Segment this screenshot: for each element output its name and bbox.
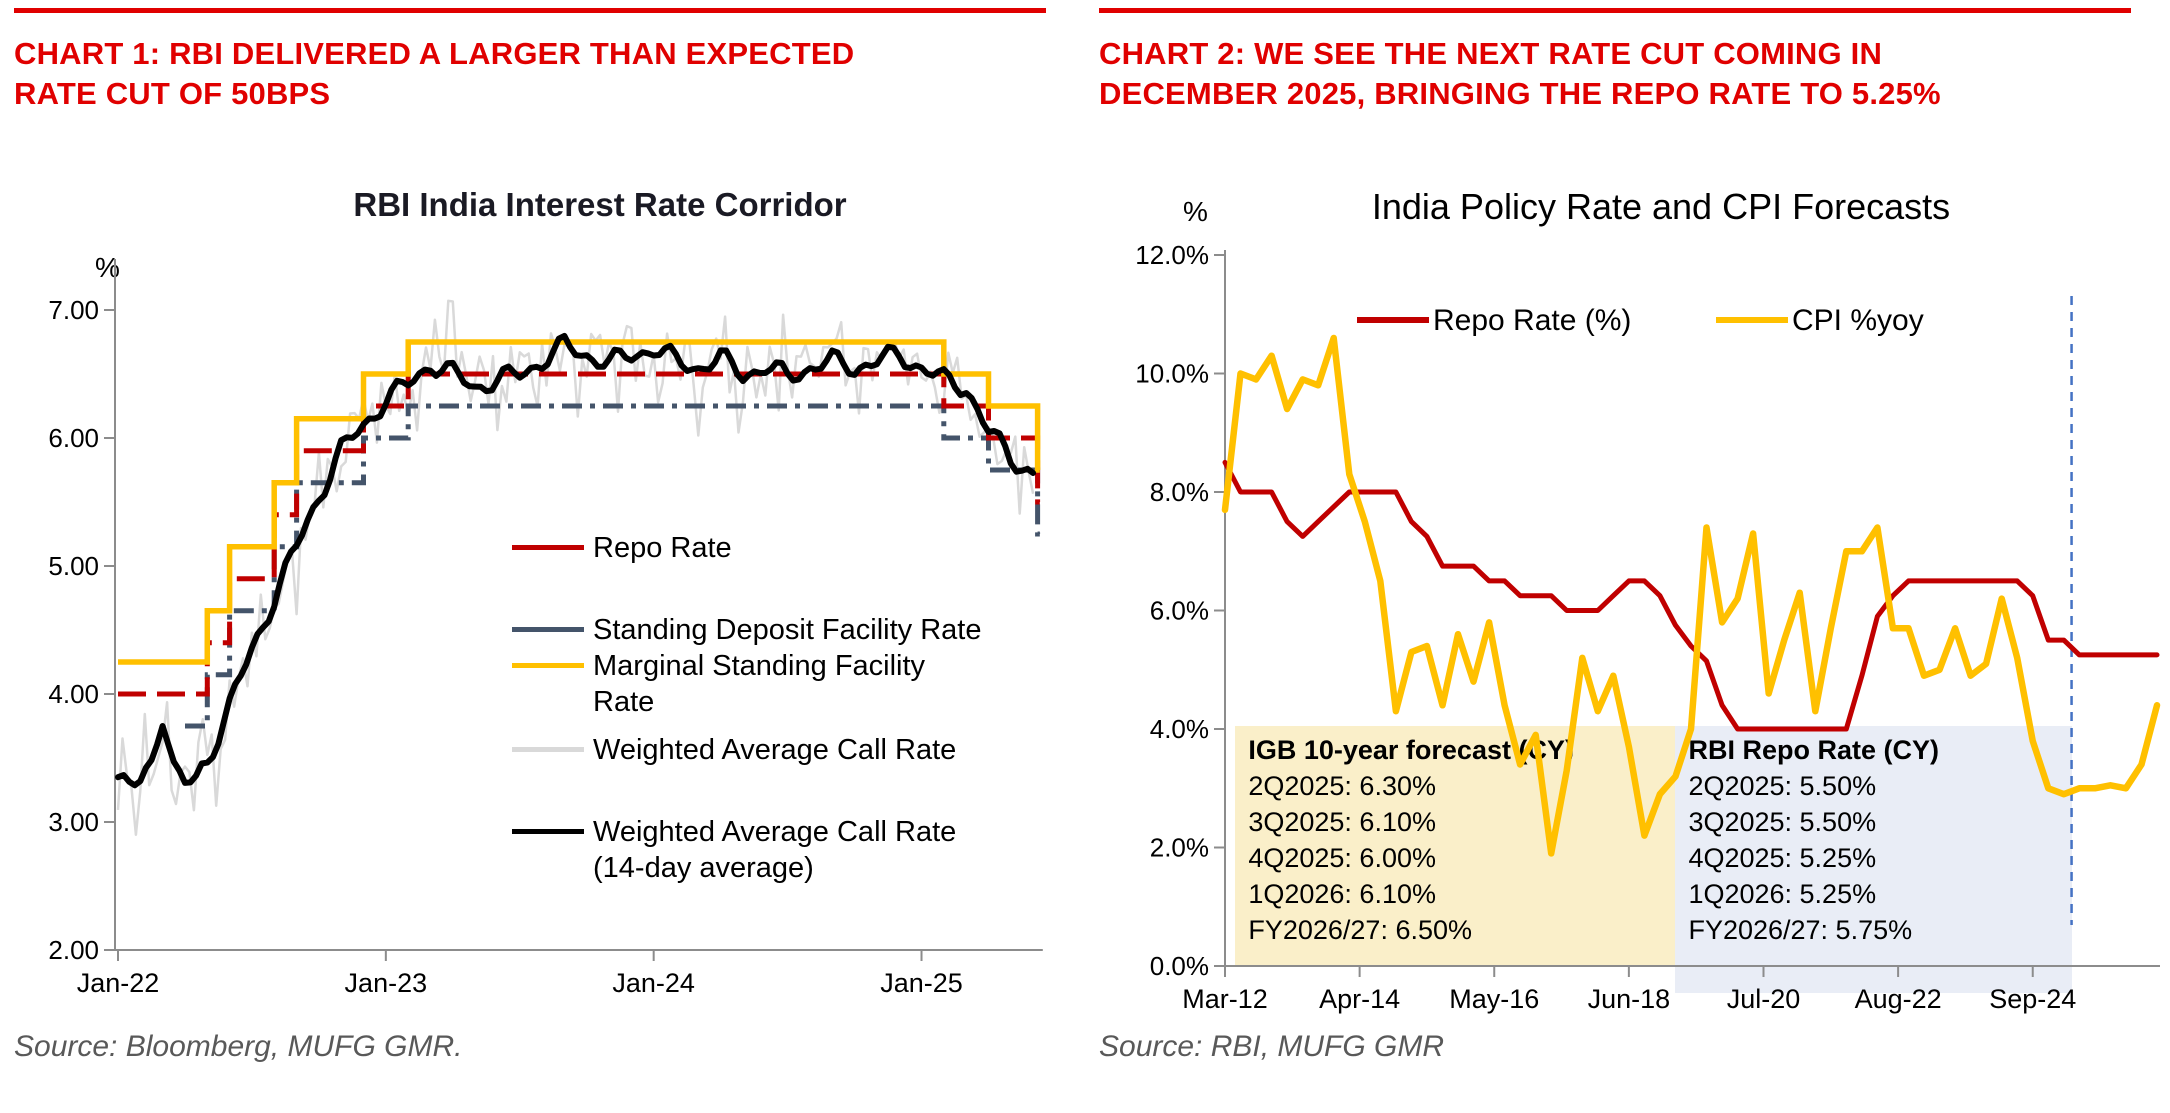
chart2-panel: CHART 2: WE SEE THE NEXT RATE CUT COMING… bbox=[1085, 0, 2170, 1113]
legend-item-wacr-14day: Weighted Average Call Rate (14-day avera… bbox=[512, 814, 992, 886]
chart2-ytick-label: 2.0% bbox=[1150, 833, 1209, 863]
chart1-title: RBI India Interest Rate Corridor bbox=[353, 186, 847, 223]
igb-box-line: 1Q2026: 6.10% bbox=[1248, 879, 1436, 909]
chart2-ytick-label: 8.0% bbox=[1150, 477, 1209, 507]
chart2-y-axis-unit: % bbox=[1183, 196, 1208, 227]
chart1-top-rule bbox=[14, 8, 1046, 13]
chart2-ytick-label: 4.0% bbox=[1150, 714, 1209, 744]
repo-rate-pct-swatch bbox=[1357, 317, 1429, 323]
chart2-heading-line2: DECEMBER 2025, BRINGING THE REPO RATE TO… bbox=[1099, 76, 1941, 111]
rbi-box-title: RBI Repo Rate (CY) bbox=[1688, 735, 1939, 765]
igb-box-line: 3Q2025: 6.10% bbox=[1248, 807, 1436, 837]
chart2-ytick-label: 10.0% bbox=[1135, 359, 1209, 389]
legend-label: Marginal Standing Facility Rate bbox=[593, 650, 926, 718]
chart2-heading: CHART 2: WE SEE THE NEXT RATE CUT COMING… bbox=[1099, 34, 2159, 114]
igb-box-line: 2Q2025: 6.30% bbox=[1248, 771, 1436, 801]
chart1-heading: CHART 1: RBI DELIVERED A LARGER THAN EXP… bbox=[14, 34, 1074, 114]
igb-box-line: 4Q2025: 6.00% bbox=[1248, 843, 1436, 873]
chart2-xtick-label: Apr-14 bbox=[1319, 984, 1400, 1014]
legend-label: Weighted Average Call Rate (14-day avera… bbox=[593, 816, 957, 884]
chart1-y-axis-unit: % bbox=[95, 252, 120, 283]
legend-item-repo-rate: Repo Rate bbox=[512, 530, 992, 566]
legend-item-msf-rate: Marginal Standing Facility Rate bbox=[512, 648, 992, 720]
legend-item-wacr: Weighted Average Call Rate bbox=[512, 732, 992, 768]
chart1-ytick-label: 3.00 bbox=[48, 807, 99, 837]
legend-label: Repo Rate (%) bbox=[1433, 304, 1632, 337]
chart1-ytick-label: 6.00 bbox=[48, 423, 99, 453]
chart2-ytick-label: 6.0% bbox=[1150, 596, 1209, 626]
rbi-box-line: 3Q2025: 5.50% bbox=[1688, 807, 1877, 837]
rbi-box-line: FY2026/27: 5.75% bbox=[1688, 915, 1913, 945]
chart1-heading-line1: CHART 1: RBI DELIVERED A LARGER THAN EXP… bbox=[14, 36, 855, 71]
chart1-xtick-label: Jan-24 bbox=[612, 968, 695, 998]
legend-label: CPI %yoy bbox=[1792, 304, 1924, 337]
chart1-ytick-label: 5.00 bbox=[48, 551, 99, 581]
chart1-ytick-label: 7.00 bbox=[48, 295, 99, 325]
chart1-xtick-label: Jan-25 bbox=[880, 968, 963, 998]
rbi-box-line: 4Q2025: 5.25% bbox=[1688, 843, 1877, 873]
rbi-forecast-text: RBI Repo Rate (CY) 2Q2025: 5.50% 3Q2025:… bbox=[1688, 732, 1939, 948]
legend-item-repo-rate-pct: Repo Rate (%) bbox=[1357, 304, 1631, 338]
chart1-ytick-label: 2.00 bbox=[48, 935, 99, 965]
legend-item-sdf-rate: Standing Deposit Facility Rate bbox=[512, 612, 992, 648]
cpi-yoy-swatch bbox=[1716, 317, 1788, 323]
chart2-source: Source: RBI, MUFG GMR bbox=[1099, 1030, 1445, 1063]
igb-box-line: FY2026/27: 6.50% bbox=[1248, 915, 1473, 945]
legend-label: Standing Deposit Facility Rate bbox=[593, 614, 982, 646]
chart1-xtick-label: Jan-23 bbox=[345, 968, 428, 998]
repo-rate-swatch bbox=[512, 545, 584, 550]
wacr-swatch bbox=[512, 747, 584, 752]
chart1-legend: Repo Rate Standing Deposit Facility Rate… bbox=[512, 530, 992, 886]
chart2-ytick-label: 0.0% bbox=[1150, 951, 1209, 981]
chart1-heading-line2: RATE CUT OF 50BPS bbox=[14, 76, 331, 111]
chart2-top-rule bbox=[1099, 8, 2131, 13]
chart1-panel: CHART 1: RBI DELIVERED A LARGER THAN EXP… bbox=[14, 8, 1074, 1063]
chart2-title: India Policy Rate and CPI Forecasts bbox=[1371, 186, 1951, 227]
rbi-box-line: 2Q2025: 5.50% bbox=[1688, 771, 1877, 801]
chart2-ytick-label: 12.0% bbox=[1135, 240, 1209, 270]
chart2-heading-line1: CHART 2: WE SEE THE NEXT RATE CUT COMING… bbox=[1099, 36, 1883, 71]
chart2-xtick-label: Jun-18 bbox=[1588, 984, 1671, 1014]
legend-item-cpi-yoy: CPI %yoy bbox=[1716, 304, 1924, 338]
chart2-xtick-label: May-16 bbox=[1449, 984, 1539, 1014]
igb-forecast-text: IGB 10-year forecast (CY) 2Q2025: 6.30% … bbox=[1248, 732, 1574, 948]
legend-label: Weighted Average Call Rate bbox=[593, 734, 957, 766]
igb-box-title: IGB 10-year forecast (CY) bbox=[1248, 735, 1574, 765]
chart1-ytick-label: 4.00 bbox=[48, 679, 99, 709]
chart2-xtick-label: Mar-12 bbox=[1182, 984, 1268, 1014]
sdf-rate-swatch bbox=[512, 627, 584, 632]
rbi-box-line: 1Q2026: 5.25% bbox=[1688, 879, 1877, 909]
msf-rate-swatch bbox=[512, 663, 584, 668]
legend-label: Repo Rate bbox=[593, 532, 732, 564]
chart2-series-repo-rate bbox=[1222, 459, 2160, 732]
chart1-source: Source: Bloomberg, MUFG GMR. bbox=[14, 1030, 463, 1063]
wacr-14day-swatch bbox=[512, 829, 584, 834]
chart1-xtick-label: Jan-22 bbox=[77, 968, 160, 998]
